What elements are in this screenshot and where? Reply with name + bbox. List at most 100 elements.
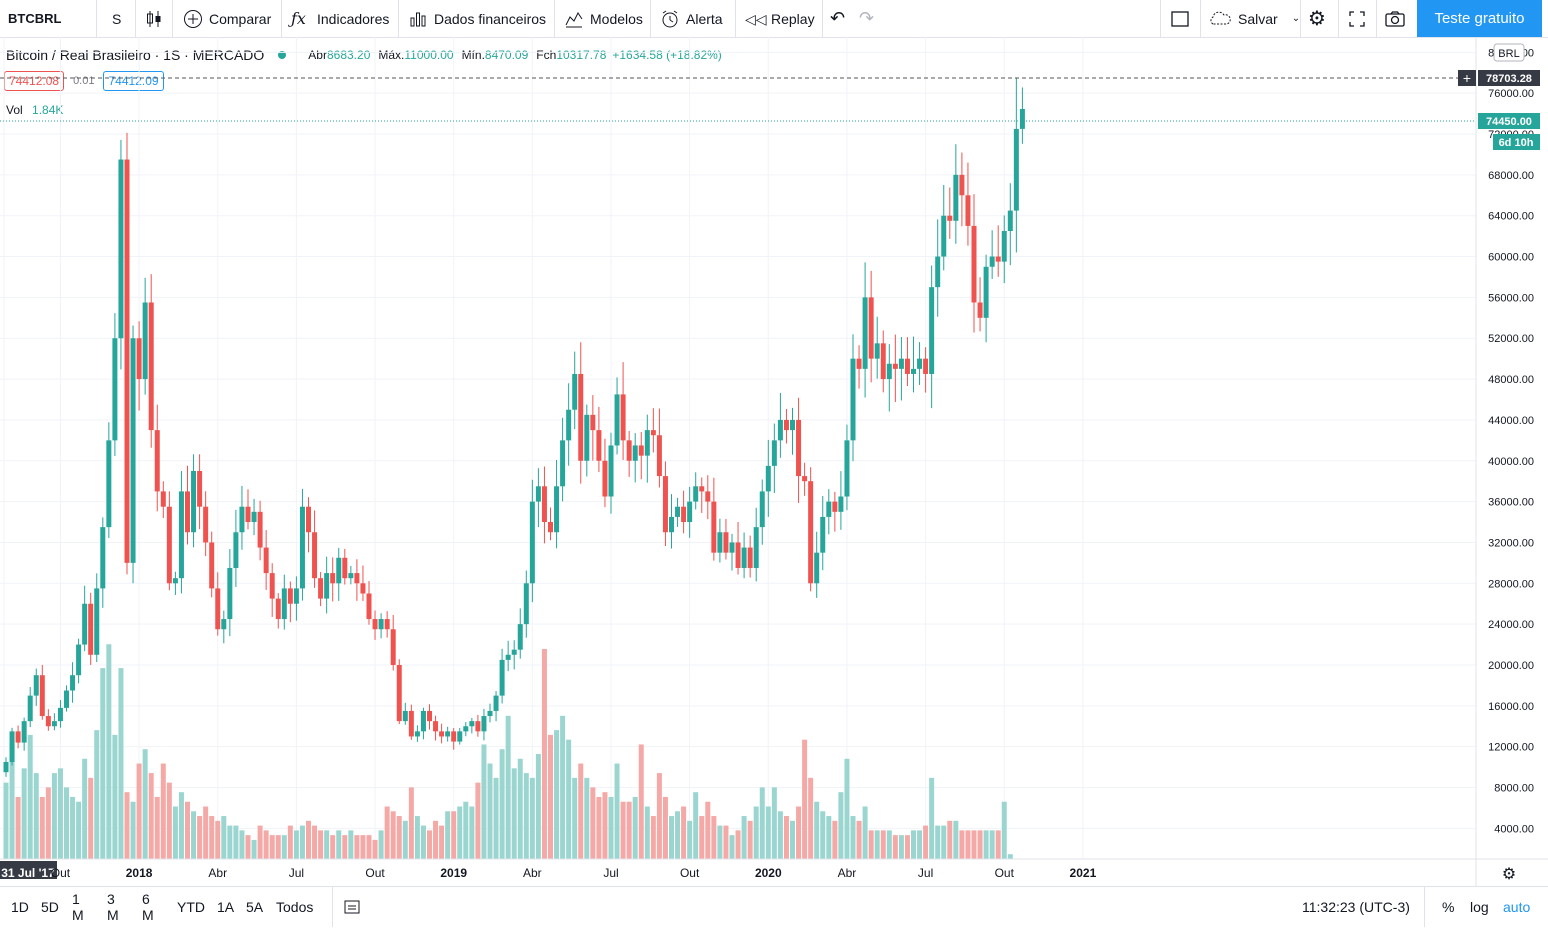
volume-bar [705, 801, 711, 859]
candle-body [523, 583, 529, 625]
candle-body [632, 445, 638, 461]
snapshot-button[interactable] [1384, 0, 1412, 37]
candle-body [372, 619, 378, 630]
candle-body [76, 644, 82, 676]
percent-toggle[interactable]: % [1442, 887, 1454, 927]
candle-body [281, 588, 287, 620]
symbol-title[interactable]: Bitcoin / Real Brasileiro · 1S · MERCADO [6, 47, 265, 63]
layout-button[interactable] [1170, 0, 1196, 37]
candle-body [959, 174, 965, 196]
time-tick-label: 2021 [1070, 866, 1097, 880]
financials-label: Dados financeiros [434, 10, 547, 27]
clock-display[interactable]: 11:32:23 (UTC-3) [1302, 887, 1410, 927]
candle-body [1013, 128, 1019, 211]
templates-button[interactable]: Modelos [564, 0, 643, 37]
auto-scale-toggle[interactable]: auto [1503, 887, 1530, 927]
time-tick-label: Out [51, 866, 71, 880]
price-tick-label: 28000.00 [1488, 578, 1534, 590]
range-button-3m[interactable]: 3 M [107, 891, 119, 923]
volume-bar [608, 796, 614, 859]
camera-icon [1385, 10, 1405, 27]
volume-bar [656, 773, 662, 859]
volume-bar [227, 825, 233, 859]
price-chart[interactable]: 80000.0076000.0072000.0068000.0064000.00… [0, 37, 1548, 886]
volume-bar [372, 839, 378, 859]
candle-body [287, 588, 293, 604]
volume-bar [681, 806, 687, 859]
replay-button[interactable]: ◁◁ Replay [745, 0, 815, 37]
candle-body [493, 695, 499, 711]
candle-body [548, 522, 553, 533]
candle-body [771, 440, 777, 466]
candle-body [336, 557, 342, 584]
candle-body [384, 619, 390, 630]
volume-bar [245, 835, 251, 859]
volume-bar [166, 782, 172, 859]
volume-bar [197, 816, 203, 859]
compare-button[interactable]: Comparar [183, 0, 271, 37]
volume-bar [723, 825, 729, 859]
volume-bar [293, 830, 299, 859]
candle-body [330, 573, 336, 584]
candle-body [929, 287, 935, 374]
candle-body [1019, 108, 1025, 129]
candle-body [662, 476, 668, 533]
interval-button[interactable]: S [112, 0, 121, 37]
goto-date-button[interactable] [343, 887, 361, 927]
volume-bar [154, 796, 160, 859]
indicators-button[interactable]: ƒx Indicadores [291, 0, 389, 37]
range-button-todos[interactable]: Todos [276, 899, 314, 915]
candle-body [802, 476, 808, 482]
volume-bar [554, 730, 560, 859]
volume-bar [390, 811, 396, 859]
candle-body [844, 440, 850, 497]
candle-body [898, 358, 904, 369]
chart-grid [0, 37, 1476, 859]
bar-chart-icon [410, 12, 426, 26]
candle-body [227, 567, 233, 620]
undo-button[interactable]: ↶ [830, 0, 845, 37]
candle-body [100, 527, 106, 589]
fullscreen-button[interactable] [1347, 0, 1373, 37]
volume-bar [499, 749, 505, 859]
volume-bar [735, 830, 741, 859]
crosshair-price: 78703.28 [1486, 73, 1532, 85]
chart-type-button[interactable] [144, 0, 170, 37]
range-button-1a[interactable]: 1A [217, 899, 235, 915]
time-axis-settings-icon[interactable]: ⚙ [1502, 866, 1516, 883]
candle-body [741, 547, 747, 568]
time-tick-label: Jul [603, 866, 618, 880]
redo-button[interactable]: ↷ [859, 0, 874, 37]
candle-body [499, 659, 505, 696]
candle-body [233, 532, 239, 568]
alert-button[interactable]: Alerta [660, 0, 723, 37]
range-button-1m[interactable]: 1 M [72, 891, 84, 923]
free-trial-button[interactable]: Teste gratuito [1417, 0, 1542, 37]
candle-body [124, 159, 130, 563]
range-button-6m[interactable]: 6 M [142, 891, 154, 923]
candle-body [953, 174, 959, 221]
symbol-search[interactable]: BTCBRL [8, 0, 61, 37]
candle-body [318, 578, 324, 599]
volume-bar [771, 787, 777, 859]
log-toggle[interactable]: log [1470, 887, 1489, 927]
candle-body [257, 511, 263, 548]
financials-button[interactable]: Dados financeiros [408, 0, 546, 37]
time-tick-label: 2019 [440, 866, 467, 880]
alert-label: Alerta [686, 10, 723, 27]
volume-bar [880, 830, 886, 859]
last-price-label: 74450.00 6d 10h [1478, 113, 1540, 150]
candle-body [390, 629, 396, 665]
volume-bar [923, 825, 929, 859]
volume-bar [687, 820, 693, 859]
range-button-5a[interactable]: 5A [246, 899, 264, 915]
range-button-ytd[interactable]: YTD [177, 899, 205, 915]
range-button-1d[interactable]: 1D [11, 899, 29, 915]
volume-bar [348, 830, 354, 859]
currency-badge[interactable]: BRL [1493, 43, 1525, 62]
range-button-5d[interactable]: 5D [41, 899, 59, 915]
free-trial-label: Teste gratuito [1434, 10, 1525, 27]
settings-button[interactable]: ⚙ [1308, 0, 1326, 37]
candle-body [862, 297, 868, 369]
save-button[interactable]: Salvar ⌄ [1208, 0, 1300, 37]
